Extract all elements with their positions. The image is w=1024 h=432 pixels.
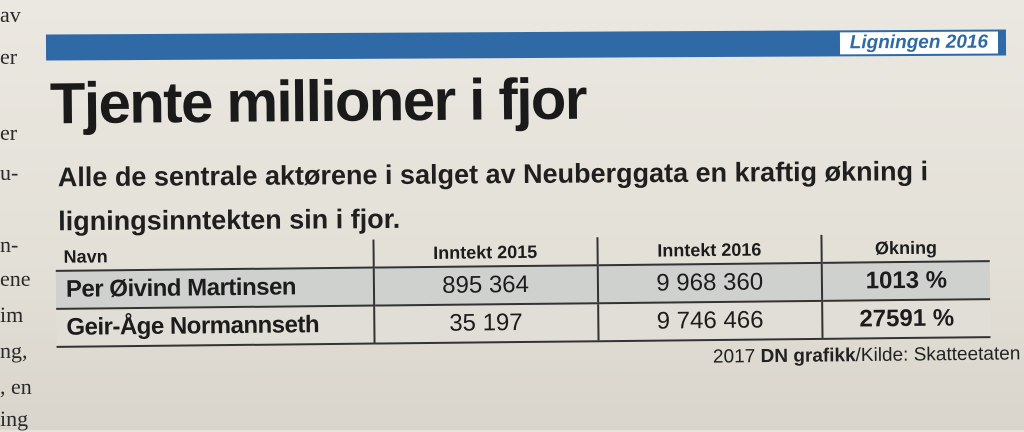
column-text-fragment: er	[0, 120, 18, 145]
column-text-fragment: ng,	[0, 338, 28, 363]
rubric-label: Ligningen 2016	[839, 31, 999, 55]
column-text-fragment: im	[0, 302, 24, 327]
column-text-fragment: n-	[0, 232, 19, 257]
income-2016-value: 9 968 360	[597, 262, 822, 304]
credit-brand: DN grafikk	[760, 345, 856, 368]
column-text-fragment: u-	[0, 160, 19, 185]
column-text-fragment: ing	[0, 406, 29, 431]
column-text-fragment: er	[0, 44, 18, 69]
person-name: Per Øivind Martinsen	[55, 267, 374, 309]
increase-value: 1013 %	[821, 261, 991, 301]
person-name: Geir-Åge Normannseth	[56, 305, 375, 347]
column-text-fragment: ene	[0, 266, 31, 291]
subheadline: Alle de sentrale aktørene i salget av Ne…	[57, 156, 929, 237]
income-2015-value: 35 197	[373, 303, 599, 344]
rubric-bar: Ligningen 2016	[45, 29, 1007, 61]
column-header-income-2016: Inntekt 2016	[597, 234, 822, 266]
credit-source: /Kilde: Skatteetaten	[855, 343, 1021, 367]
income-table: Navn Inntekt 2015 Inntekt 2016 Økning Pe…	[55, 233, 991, 348]
column-text-fragment: , en	[0, 374, 32, 399]
income-2015-value: 895 364	[373, 265, 598, 306]
column-header-increase: Økning	[821, 233, 990, 263]
column-header-income-2015: Inntekt 2015	[373, 237, 598, 268]
headline: Tjente millioner i fjor	[49, 66, 587, 137]
adjacent-column-fragment: av er er u- n- ene im ng, , en ing	[0, 0, 40, 431]
increase-value: 27591 %	[821, 299, 991, 339]
credit-year: 2017	[712, 346, 756, 368]
graphic-credit: 2017 DN grafikk/Kilde: Skatteetaten	[713, 343, 1021, 368]
income-2016-value: 9 746 466	[597, 300, 823, 342]
column-header-name: Navn	[55, 239, 374, 271]
column-text-fragment: av	[0, 2, 21, 27]
